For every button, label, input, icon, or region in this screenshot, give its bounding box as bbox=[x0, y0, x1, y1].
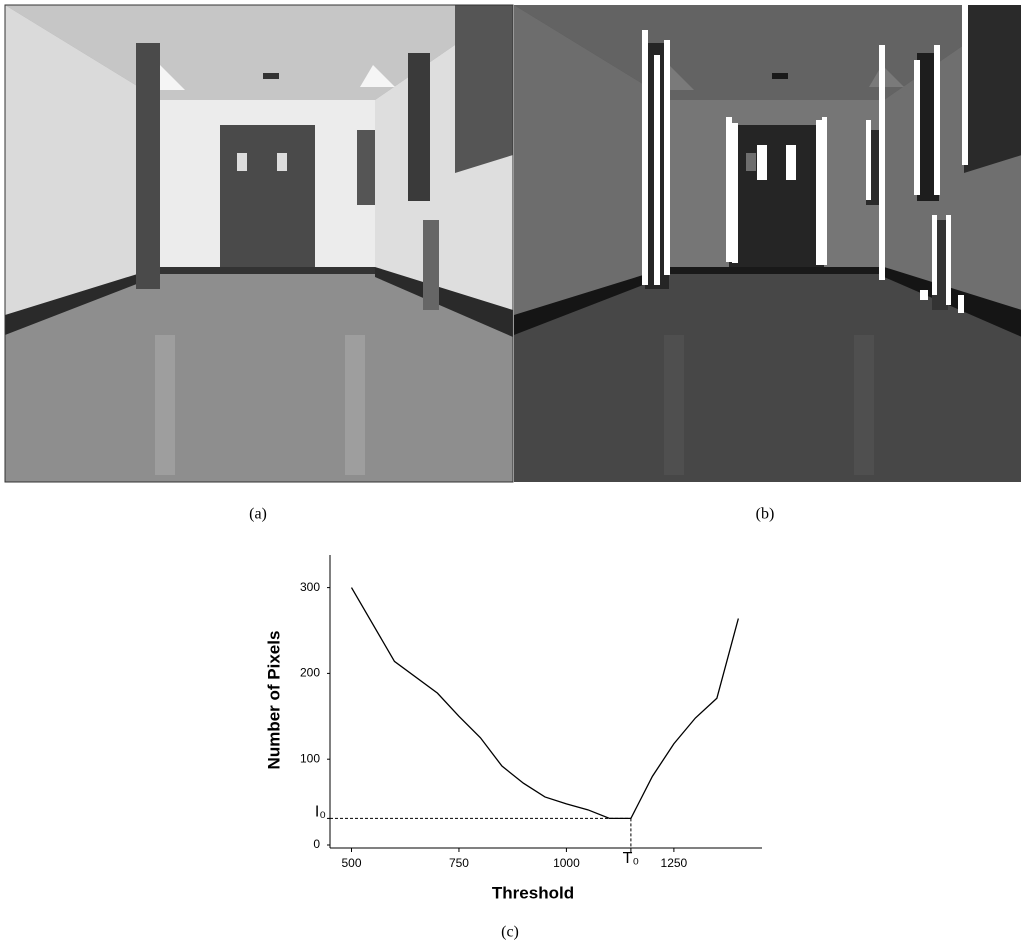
panel-label: (b) bbox=[756, 506, 775, 523]
x-tick-label: 750 bbox=[449, 856, 469, 870]
y-tick-label: 300 bbox=[300, 580, 320, 594]
y-tick-label: I₀ bbox=[315, 804, 326, 821]
photo-a bbox=[4, 4, 514, 483]
x-axis-label: Threshold bbox=[492, 883, 574, 902]
x-tick-label: T₀ bbox=[623, 850, 639, 867]
panel-label: (a) bbox=[249, 506, 267, 523]
photo-b bbox=[514, 5, 1021, 482]
data-line bbox=[350, 587, 739, 820]
y-tick-label: 200 bbox=[300, 666, 320, 680]
panel-label: (c) bbox=[501, 924, 519, 941]
x-tick-label: 1000 bbox=[553, 856, 580, 870]
y-tick-label: 0 bbox=[313, 837, 320, 851]
x-tick-label: 1250 bbox=[661, 856, 688, 870]
y-axis-label: Number of Pixels bbox=[264, 631, 283, 770]
x-tick-label: 500 bbox=[341, 856, 361, 870]
y-tick-label: 100 bbox=[300, 751, 320, 765]
